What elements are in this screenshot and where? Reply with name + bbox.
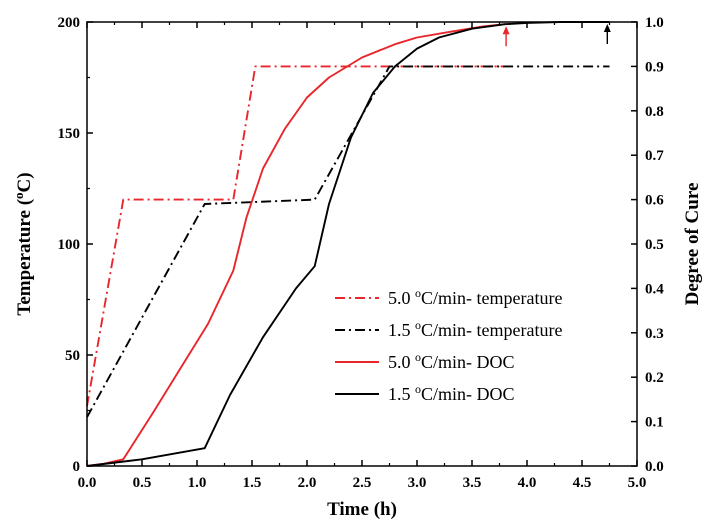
y-left-tick-label: 100 <box>58 237 81 253</box>
y-axis-right: 0.0 0.1 0.2 0.3 0.4 0.5 0.6 0.7 0.8 0.9 1.0 <box>631 15 664 475</box>
y-axis-left: 0 50 100 150 200 <box>58 15 93 475</box>
legend-label-3: 5.0 oC/min- DOC <box>388 350 515 372</box>
annotation-arrowhead-1 <box>502 26 510 35</box>
x-tick-label: 4.0 <box>518 475 537 491</box>
y-right-tick-label: 0.2 <box>645 370 664 386</box>
legend: 5.0 oC/min- temperature 1.5 oC/min- tempe… <box>335 286 562 404</box>
y-right-tick-label: 0.8 <box>645 104 664 120</box>
legend-label-2: 1.5 oC/min- temperature <box>388 318 562 340</box>
x-tick-label: 2.0 <box>298 475 317 491</box>
y-right-tick-label: 0.1 <box>645 415 664 431</box>
x-tick-label: 1.0 <box>188 475 207 491</box>
y-left-tick-label: 0 <box>73 459 81 475</box>
annotation-arrowhead-2 <box>603 24 611 32</box>
annotations <box>502 24 611 47</box>
y-axis-right-title: Degree of Cure <box>682 183 703 306</box>
legend-label-4: 1.5 oC/min- DOC <box>388 382 515 404</box>
y-right-tick-label: 0.7 <box>645 148 664 164</box>
y-right-tick-label: 1.0 <box>645 15 664 31</box>
series-lines <box>86 21 610 467</box>
y-right-tick-label: 0.6 <box>645 193 664 209</box>
series-line-3 <box>86 23 506 467</box>
plot-frame <box>86 21 638 467</box>
legend-label-1: 5.0 oC/min- temperature <box>388 286 562 308</box>
x-tick-label: 3.0 <box>408 475 427 491</box>
x-tick-label: 2.5 <box>353 475 372 491</box>
x-axis-title: Time (h) <box>327 499 397 520</box>
y-axis-left-title: Temperature (oC) <box>11 172 36 315</box>
y-right-tick-label: 0.9 <box>645 59 664 75</box>
y-left-tick-label: 200 <box>58 15 81 31</box>
x-tick-label: 3.5 <box>463 475 482 491</box>
series-line-4 <box>86 21 610 467</box>
x-tick-label: 1.5 <box>243 475 262 491</box>
y-right-tick-label: 0.5 <box>645 237 664 253</box>
y-left-tick-label: 50 <box>65 348 80 364</box>
y-right-tick-label: 0.3 <box>645 326 664 342</box>
y-right-tick-label: 0.4 <box>645 281 664 297</box>
x-tick-label: 0.5 <box>133 475 152 491</box>
x-tick-label: 4.5 <box>573 475 592 491</box>
x-tick-label: 5.0 <box>628 475 647 491</box>
y-right-tick-label: 0.0 <box>645 459 664 475</box>
x-axis: 0.0 0.5 1.0 1.5 2.0 2.5 3.0 3.5 4.0 4.5 5.0 <box>78 22 647 491</box>
x-tick-label: 0.0 <box>78 475 97 491</box>
series-line-2 <box>86 65 610 418</box>
y-left-tick-label: 150 <box>58 126 81 142</box>
